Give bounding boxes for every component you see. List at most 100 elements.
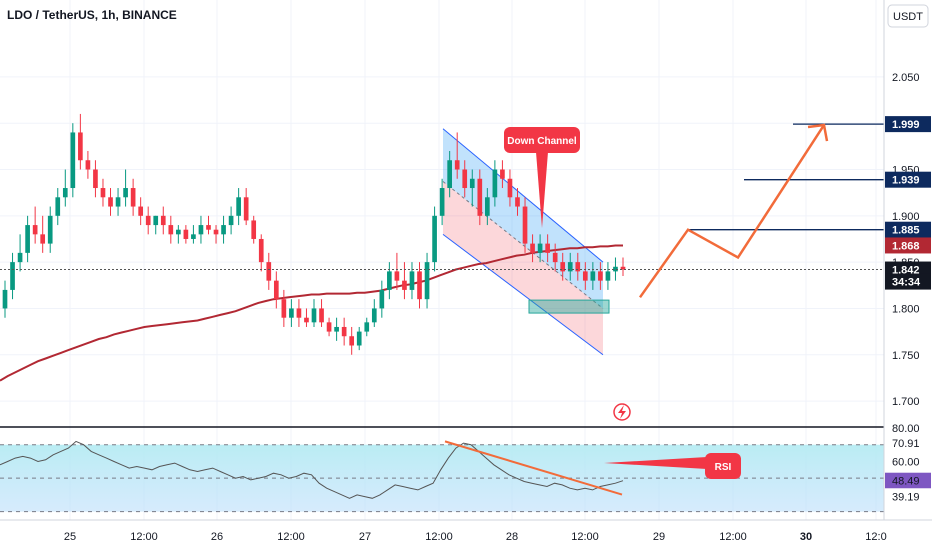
time-tick-label: 30 (800, 531, 812, 543)
candle (115, 188, 121, 216)
lightning-icon[interactable] (613, 403, 631, 421)
price-tag-label: 1.939 (892, 175, 920, 187)
candle (10, 252, 15, 300)
rsi-level-tag: 39.19 (885, 488, 931, 505)
candle (424, 252, 430, 309)
candles (2, 113, 626, 355)
price-tag-countdown: 34:34 (885, 273, 931, 290)
candle (371, 299, 377, 327)
price-tag-target: 1.999 (885, 116, 931, 133)
price-tag-label: 34:34 (892, 277, 921, 289)
time-tick-label: 26 (211, 531, 223, 543)
candle (258, 234, 264, 272)
candle (145, 206, 151, 235)
candle (417, 262, 422, 309)
candle (130, 178, 136, 216)
candle (17, 234, 23, 272)
candle (153, 215, 159, 235)
candle (356, 326, 362, 351)
price-tick-label: 2.050 (892, 72, 920, 84)
candle (515, 188, 520, 216)
price-tick-label: 1.900 (892, 211, 920, 223)
time-tick-label: 12:00 (425, 531, 453, 543)
rsi-pane (0, 444, 884, 513)
candle (364, 317, 370, 337)
candle (598, 262, 603, 290)
candle (349, 326, 355, 355)
candle (281, 289, 287, 327)
candle (507, 169, 513, 207)
candle (319, 299, 324, 327)
rsi-annotation-label: RSI (715, 462, 732, 473)
candle (289, 299, 294, 327)
candle (432, 206, 437, 272)
down-channel-label: Down Channel (507, 136, 577, 147)
candle (70, 123, 76, 198)
candle (575, 252, 581, 281)
candle (243, 188, 249, 226)
chart-title: LDO / TetherUS, 1h, BINANCE (7, 8, 177, 22)
candle (620, 257, 626, 277)
candle (183, 225, 189, 244)
candle (379, 280, 385, 318)
candle (545, 234, 550, 263)
candle (469, 169, 475, 207)
down-channel-pointer (536, 152, 548, 228)
candle (402, 262, 407, 300)
candle (55, 188, 61, 226)
channel-lower-fill (443, 181, 603, 355)
candle (567, 252, 573, 281)
candle (477, 169, 483, 226)
candle (454, 132, 460, 179)
candle (198, 215, 204, 244)
candle (100, 178, 106, 207)
candle (213, 225, 219, 244)
price-tag-last: 1.842 (885, 261, 931, 278)
channel-lower-line (442, 233, 604, 356)
candle (206, 215, 211, 235)
projection-arrowhead (807, 123, 829, 142)
candle (311, 299, 317, 327)
candle (25, 215, 30, 263)
currency-label: USDT (893, 11, 923, 23)
rsi-tags: 70.91 48.49 39.19 (885, 435, 931, 505)
time-tick-label: 12:00 (277, 531, 305, 543)
time-tick-label: 12:00 (130, 531, 158, 543)
currency-button[interactable]: USDT (887, 4, 929, 28)
price-tick-label: 1.800 (892, 303, 920, 315)
candle (296, 299, 302, 327)
candle (552, 243, 558, 272)
candle (582, 262, 588, 290)
price-tag-target: 1.939 (885, 171, 931, 188)
time-axis-ticks: 25 12:00 26 12:00 27 12:00 28 12:00 29 12:00 30 12:… (64, 531, 887, 543)
candle (334, 317, 339, 341)
time-tick-label: 27 (359, 531, 371, 543)
candle (191, 225, 196, 244)
rsi-pointer (604, 457, 707, 469)
candle (326, 317, 332, 337)
candle (500, 160, 505, 189)
candle (160, 206, 166, 235)
candle (2, 280, 8, 318)
channel-mid-line (442, 181, 604, 309)
rsi-level-label: 70.91 (892, 438, 920, 450)
candle (537, 234, 543, 263)
time-tick-label: 25 (64, 531, 76, 543)
time-tick-label: 12:00 (719, 531, 747, 543)
candle (93, 160, 98, 198)
candle (228, 206, 234, 235)
rsi-level-label: 39.19 (892, 491, 920, 503)
channel-upper-line (442, 128, 604, 263)
down-channel-annotation: Down Channel (504, 127, 580, 228)
rsi-label-box (705, 453, 741, 479)
price-tick-label: 1.700 (892, 396, 920, 408)
candle (522, 197, 528, 253)
candle (304, 308, 309, 327)
candle (605, 262, 611, 290)
price-tag-label: 1.842 (892, 265, 920, 277)
support-zone (528, 299, 610, 314)
candle (492, 160, 498, 207)
rsi-axis-ticks: 80.00 60.00 (892, 423, 920, 468)
candle (108, 188, 113, 216)
